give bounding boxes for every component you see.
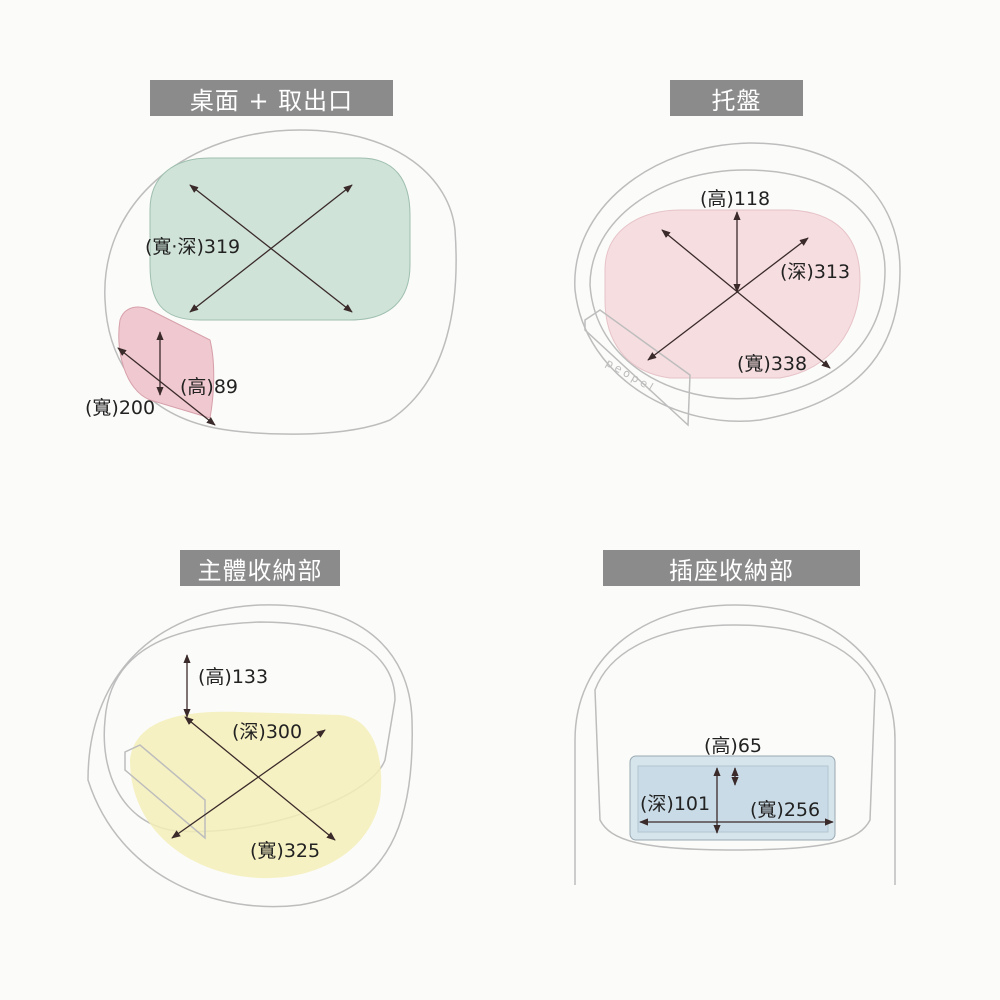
outlet-storage-sketch: (高)65 (深)101 (寬)256	[574, 604, 896, 885]
body-storage-sketch: (高)133 (深)300 (寬)325	[87, 604, 413, 908]
label-width: (寬)200	[85, 397, 155, 419]
label-width: (寬)325	[250, 840, 320, 862]
label-depth: (深)300	[232, 721, 302, 743]
label-width-depth: (寬‧深)319	[145, 236, 240, 258]
panel-title-desktop: 桌面 + 取出口	[150, 80, 393, 116]
tray-area	[604, 209, 861, 379]
label-depth: (深)313	[780, 261, 850, 283]
desktop-sketch: (寬‧深)319 (高)89 (寬)200	[85, 129, 457, 435]
panel-title-body-storage: 主體收納部	[180, 550, 340, 586]
tray-sketch: peopel (高)118 (深)313 (寬)338	[574, 142, 901, 427]
label-width: (寬)338	[737, 353, 807, 375]
label-height: (高)65	[704, 735, 762, 757]
label-height: (高)89	[180, 376, 238, 398]
label-height: (高)133	[198, 666, 268, 688]
panel-title-tray: 托盤	[670, 80, 803, 116]
panel-title-outlet-storage: 插座收納部	[603, 550, 860, 586]
label-depth: (深)101	[640, 793, 710, 815]
label-width: (寬)256	[750, 799, 820, 821]
label-height: (高)118	[700, 188, 770, 210]
